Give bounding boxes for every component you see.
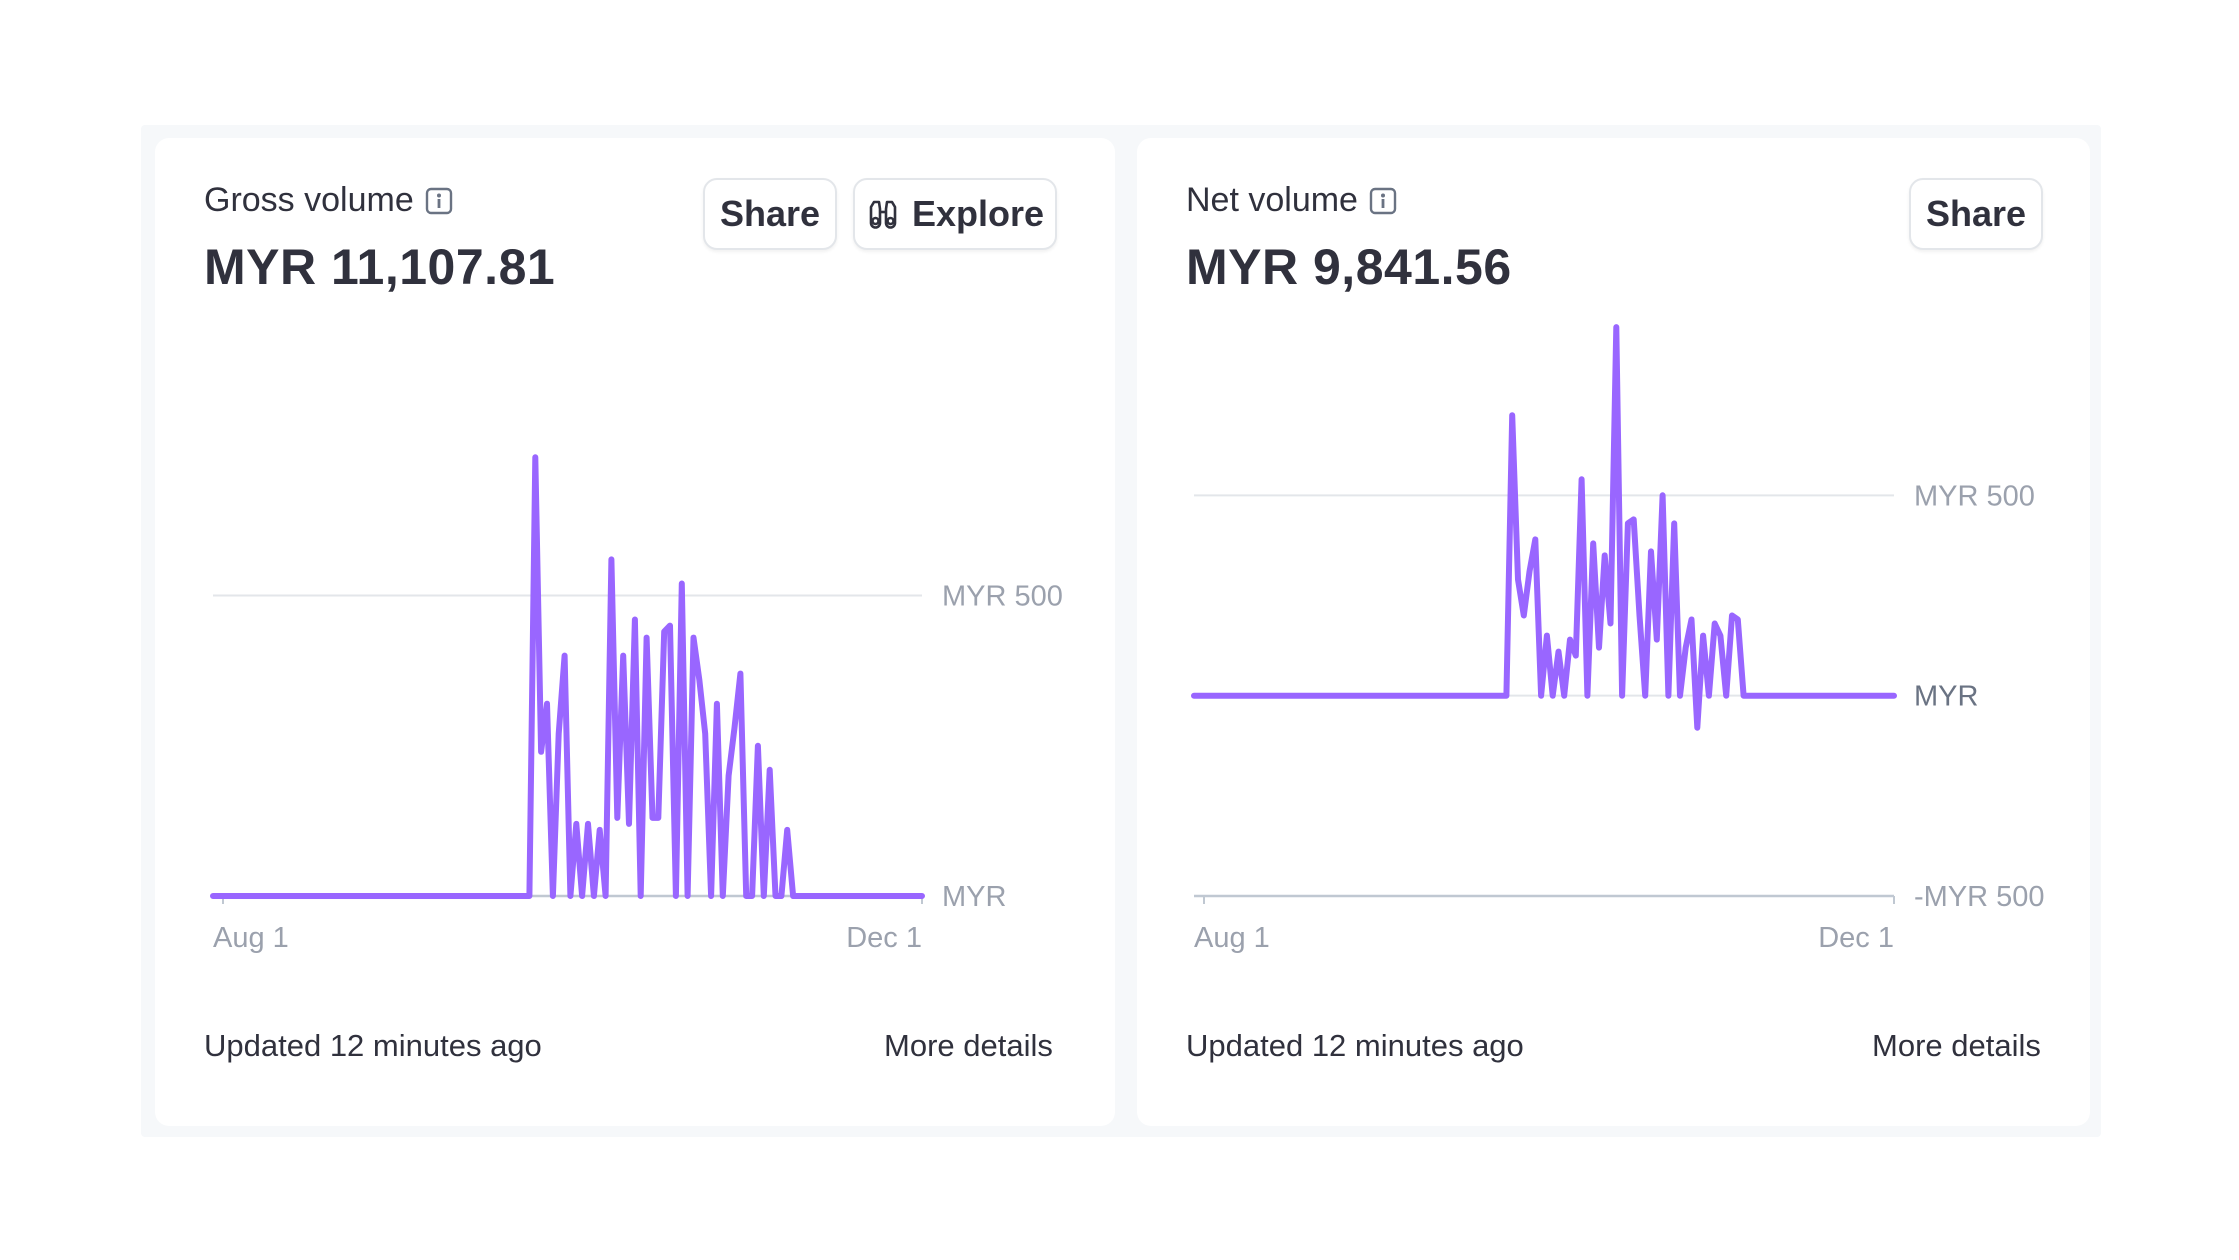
y-tick-label: MYR 500 <box>1914 480 2035 512</box>
card-title: Gross volume <box>204 181 454 220</box>
y-tick-label: -MYR 500 <box>1914 881 2045 913</box>
share-button[interactable]: Share <box>703 178 837 250</box>
card-title: Net volume <box>1186 181 1398 220</box>
info-icon[interactable] <box>424 186 454 216</box>
gross-volume-card: Gross volume MYR 11,107.81 Share Explore… <box>155 138 1115 1126</box>
net-amount: MYR 9,841.56 <box>1186 239 1512 295</box>
series-line <box>1191 324 1897 731</box>
updated-text: Updated 12 minutes ago <box>1186 1028 1524 1063</box>
x-tick-label: Dec 1 <box>1818 922 1894 954</box>
share-button[interactable]: Share <box>1909 178 2043 250</box>
updated-text: Updated 12 minutes ago <box>204 1028 542 1063</box>
card-title-label: Gross volume <box>204 181 414 219</box>
x-tick-label: Aug 1 <box>1194 922 1270 954</box>
explore-button[interactable]: Explore <box>853 178 1057 250</box>
gross-amount: MYR 11,107.81 <box>204 239 556 295</box>
more-details-link[interactable]: More details <box>1872 1028 2041 1063</box>
y-tick-label: MYR 1K <box>942 308 1051 312</box>
share-label: Share <box>719 193 821 234</box>
x-tick-label: Dec 1 <box>846 922 922 954</box>
y-tick-label: MYR <box>942 881 1006 913</box>
series-line <box>210 454 925 899</box>
y-tick-label: MYR 500 <box>942 581 1063 613</box>
info-icon[interactable] <box>1368 186 1398 216</box>
net-volume-chart: -MYR 500 MYR MYR 500 MYR 1K Aug 1 Dec 1 <box>1191 308 2045 954</box>
x-tick-label: Aug 1 <box>213 922 289 954</box>
net-volume-card: Net volume MYR 9,841.56 Share -MYR 500 MY… <box>1137 138 2090 1126</box>
explore-label: Explore <box>911 193 1045 234</box>
card-title-label: Net volume <box>1186 181 1358 219</box>
binoculars-icon <box>869 200 897 229</box>
y-tick-label: MYR 1K <box>1914 308 2023 312</box>
share-label: Share <box>1925 193 2027 234</box>
more-details-link[interactable]: More details <box>884 1028 1053 1063</box>
y-tick-label: MYR <box>1914 681 1978 713</box>
gross-volume-chart: MYR MYR 500 MYR 1K Aug 1 Dec 1 <box>210 308 1063 954</box>
